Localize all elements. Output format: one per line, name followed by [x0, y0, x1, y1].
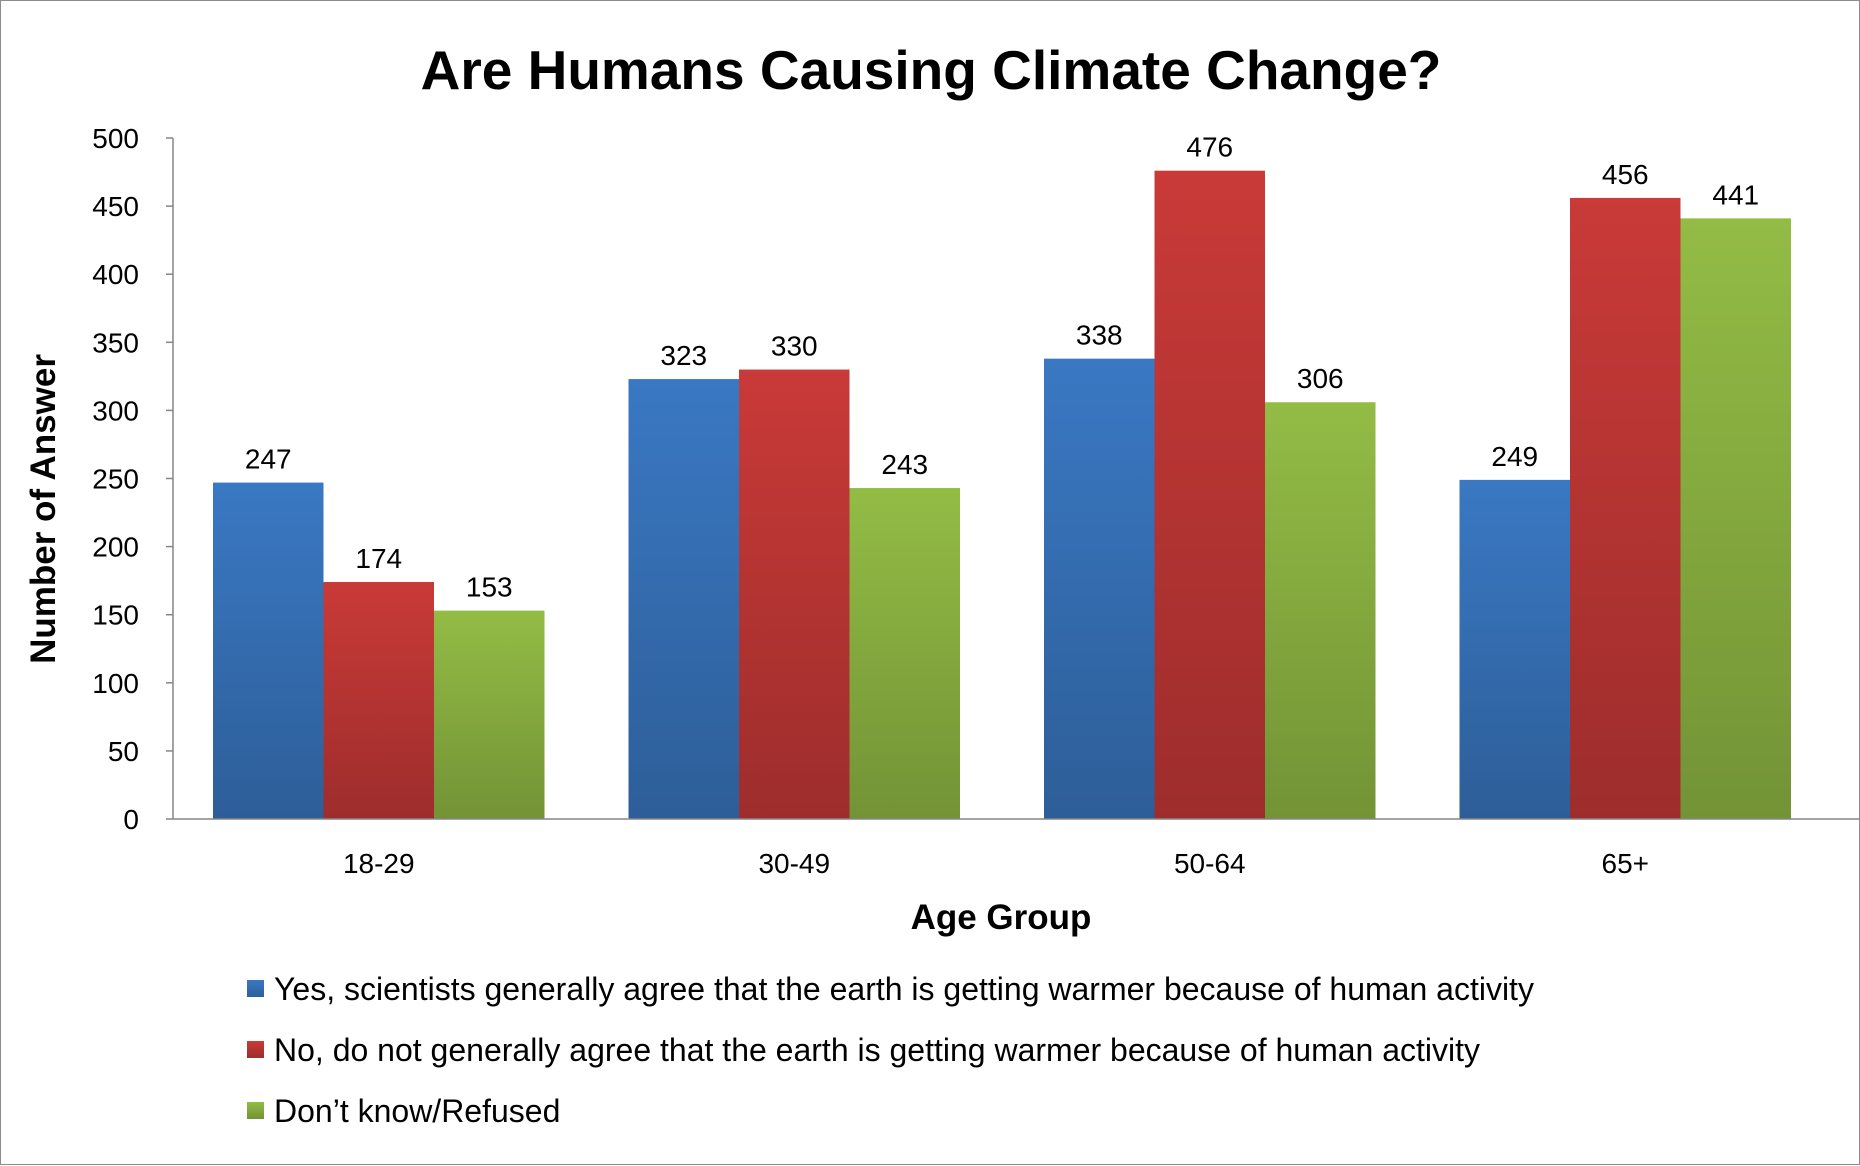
- legend-label: Don’t know/Refused: [274, 1093, 560, 1129]
- data-label: 456: [1602, 159, 1649, 190]
- y-axis-ticks: 0 50 100 150 200 250 300 350 400 450 500: [92, 123, 173, 835]
- bar: [1265, 402, 1376, 819]
- x-tick-label: 65+: [1602, 848, 1650, 879]
- bar: [323, 582, 434, 819]
- bar: [849, 488, 960, 819]
- x-axis-title: Age Group: [911, 898, 1092, 937]
- y-tick-label: 150: [92, 600, 139, 631]
- data-label: 330: [771, 331, 818, 362]
- data-labels-group: 247 174 153 323 330 243 338 476 306 249 456 441: [245, 132, 1759, 603]
- x-tick-label: 30-49: [758, 848, 830, 879]
- y-tick-label: 100: [92, 668, 139, 699]
- data-label: 249: [1491, 441, 1538, 472]
- bar: [1044, 358, 1155, 819]
- y-axis-title: Number of Answer: [24, 354, 63, 664]
- bars-group: [213, 170, 1791, 820]
- y-tick-label: 300: [92, 395, 139, 426]
- data-label: 247: [245, 444, 292, 475]
- y-tick-label: 350: [92, 327, 139, 358]
- legend: Yes, scientists generally agree that the…: [247, 971, 1534, 1129]
- legend-swatch: [247, 1102, 264, 1119]
- bar: [1680, 218, 1791, 819]
- y-tick-label: 200: [92, 532, 139, 563]
- bar: [628, 379, 739, 819]
- data-label: 441: [1712, 179, 1759, 210]
- data-label: 174: [355, 543, 402, 574]
- data-label: 323: [660, 340, 707, 371]
- x-tick-label: 18-29: [343, 848, 415, 879]
- y-tick-label: 250: [92, 464, 139, 495]
- data-label: 476: [1186, 132, 1233, 163]
- legend-swatch: [247, 1041, 264, 1058]
- legend-swatch: [247, 980, 264, 997]
- bar: [739, 369, 850, 819]
- data-label: 153: [466, 572, 513, 603]
- x-tick-label: 50-64: [1174, 848, 1246, 879]
- x-axis-ticks: 18-29 30-49 50-64 65+: [343, 848, 1649, 879]
- chart-title: Are Humans Causing Climate Change?: [421, 39, 1442, 101]
- legend-label: Yes, scientists generally agree that the…: [274, 971, 1534, 1007]
- bar: [434, 610, 545, 819]
- data-label: 338: [1076, 320, 1123, 351]
- legend-label: No, do not generally agree that the eart…: [274, 1032, 1480, 1068]
- data-label: 306: [1297, 363, 1344, 394]
- y-tick-label: 0: [123, 804, 139, 835]
- bar: [1459, 479, 1570, 819]
- y-tick-label: 400: [92, 259, 139, 290]
- y-tick-label: 500: [92, 123, 139, 154]
- bar: [1154, 170, 1265, 820]
- data-label: 243: [881, 449, 928, 480]
- y-tick-label: 450: [92, 191, 139, 222]
- y-tick-label: 50: [108, 736, 139, 767]
- bar: [213, 482, 324, 819]
- bar: [1570, 197, 1681, 820]
